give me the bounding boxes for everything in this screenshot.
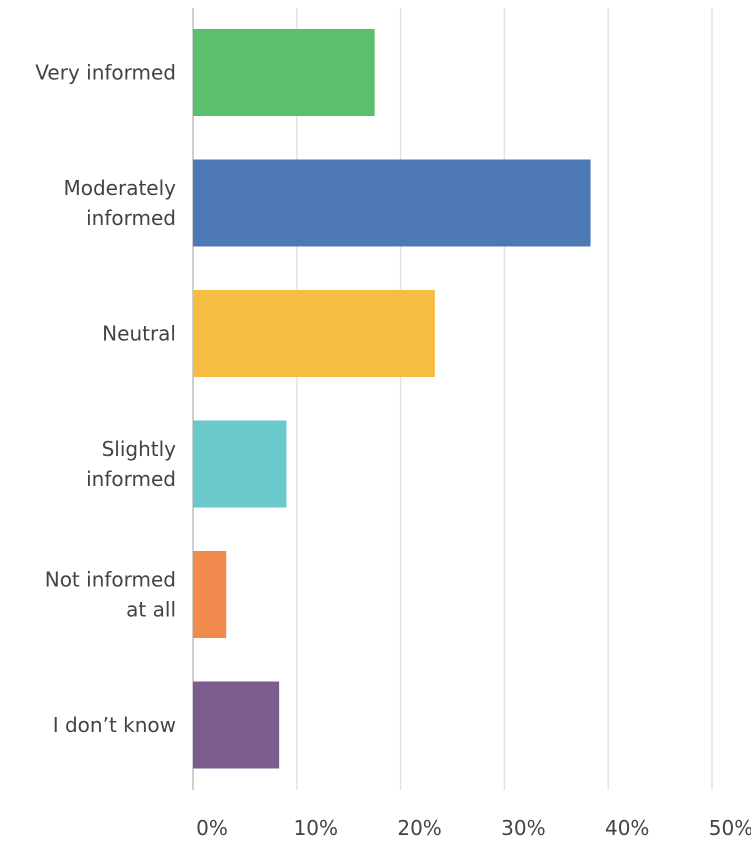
category-label-line: at all — [126, 598, 176, 622]
category-label-line: Moderately — [63, 176, 176, 200]
bar — [193, 29, 375, 116]
x-tick-label: 0% — [196, 816, 228, 840]
category-label-line: Not informed — [45, 568, 176, 592]
category-label-line: Slightly — [102, 437, 177, 461]
x-tick-label: 30% — [501, 816, 545, 840]
bar — [193, 551, 227, 638]
x-tick-label: 50% — [709, 816, 751, 840]
gridlines — [296, 8, 713, 790]
bar — [193, 159, 591, 247]
x-tick-label: 10% — [294, 816, 338, 840]
bar — [193, 420, 287, 508]
x-tick-labels: 0% 10% 20% 30% 40% 50% — [196, 816, 751, 840]
bars — [193, 29, 591, 769]
category-label-line: Neutral — [102, 322, 176, 346]
category-label: Not informed at all — [45, 568, 176, 622]
category-label: Slightly informed — [86, 437, 176, 491]
category-label-line: informed — [86, 206, 176, 230]
bar — [193, 681, 280, 769]
category-label: Very informed — [35, 61, 176, 85]
category-label: Neutral — [102, 322, 176, 346]
category-label: I don’t know — [53, 713, 176, 737]
x-tick-label: 20% — [397, 816, 441, 840]
category-label-line: I don’t know — [53, 713, 176, 737]
category-label-line: informed — [86, 467, 176, 491]
category-label: Moderately informed — [63, 176, 176, 230]
x-tick-label: 40% — [605, 816, 649, 840]
bar — [193, 290, 435, 377]
category-label-line: Very informed — [35, 61, 176, 85]
category-labels: Very informed Moderately informed Neutral Sl… — [35, 61, 176, 738]
